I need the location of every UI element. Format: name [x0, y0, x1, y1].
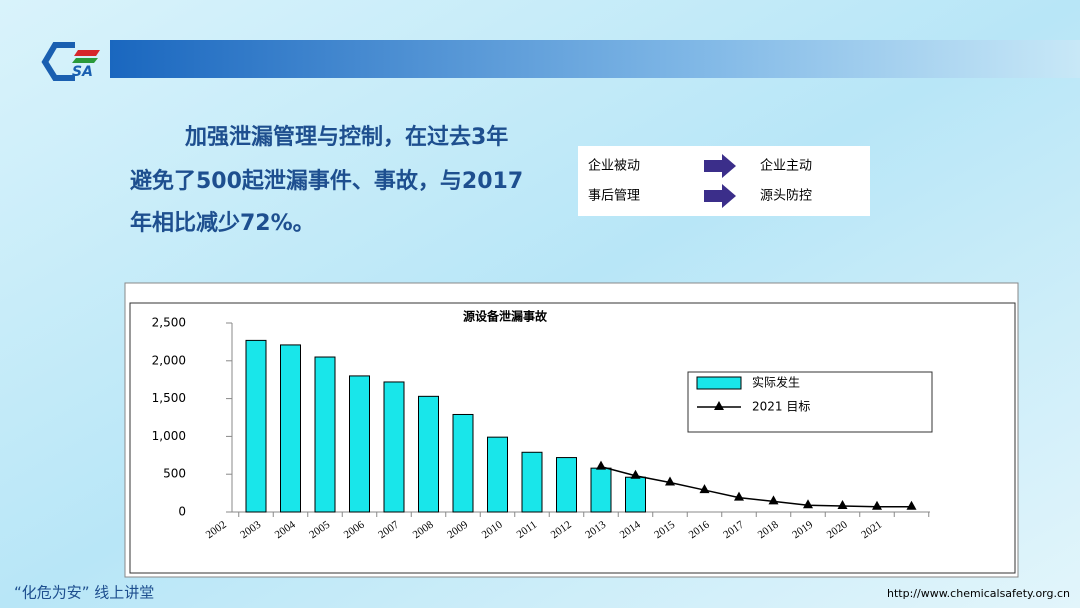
- header-bar: [110, 40, 1080, 78]
- footer-left: “化危为安” 线上讲堂: [14, 584, 154, 602]
- plot-frame: [129, 302, 1016, 574]
- chart-title: 源设备泄漏事故: [463, 309, 548, 324]
- bar: [314, 356, 336, 513]
- legend-label: 实际发生: [752, 375, 800, 390]
- line: [600, 465, 912, 508]
- y-tick-label: 2,000: [152, 353, 186, 367]
- bar: [452, 413, 474, 513]
- line-marker: [665, 476, 675, 486]
- bar: [383, 381, 405, 513]
- bar: [521, 451, 543, 513]
- flow-to: 源头防控: [760, 188, 812, 204]
- flow-to: 企业主动: [760, 158, 812, 174]
- body-text: 年相比减少72%。: [130, 210, 315, 236]
- bar: [418, 395, 439, 513]
- line-marker: [596, 460, 606, 470]
- bar: [349, 375, 370, 513]
- logo: SA: [41, 42, 100, 81]
- flow-from: 事后管理: [588, 189, 640, 204]
- line-marker: [734, 491, 744, 501]
- bar: [625, 476, 646, 513]
- footer-right: http://www.chemicalsafety.org.cn: [887, 587, 1070, 600]
- bar: [245, 339, 267, 513]
- y-tick-label: 1,000: [152, 429, 186, 443]
- line-marker: [906, 500, 917, 510]
- line-marker: [699, 484, 710, 494]
- arrow: [704, 184, 736, 208]
- legend-swatch: [696, 376, 742, 390]
- legend-label: 2021 目标: [752, 400, 810, 414]
- bar: [556, 457, 577, 513]
- bar: [590, 467, 612, 513]
- bar: [280, 344, 301, 513]
- line-marker: [630, 469, 641, 479]
- arrow: [704, 154, 736, 178]
- y-tick-label: 500: [163, 467, 186, 481]
- flow-from: 企业被动: [588, 158, 640, 174]
- logo-text: SA: [72, 64, 93, 80]
- line-marker: [768, 495, 779, 505]
- line-marker: [837, 499, 848, 509]
- line-marker: [872, 500, 882, 510]
- bar: [487, 436, 508, 513]
- y-tick-label: 1,500: [152, 391, 186, 405]
- body-text: 避免了500起泄漏事件、事故，与2017: [130, 168, 523, 194]
- line-marker: [803, 499, 813, 509]
- legend-marker: [714, 401, 724, 410]
- y-tick-label: 0: [178, 505, 186, 519]
- y-tick-label: 2,500: [152, 316, 186, 330]
- body-text: 加强泄漏管理与控制，在过去3年: [184, 124, 508, 150]
